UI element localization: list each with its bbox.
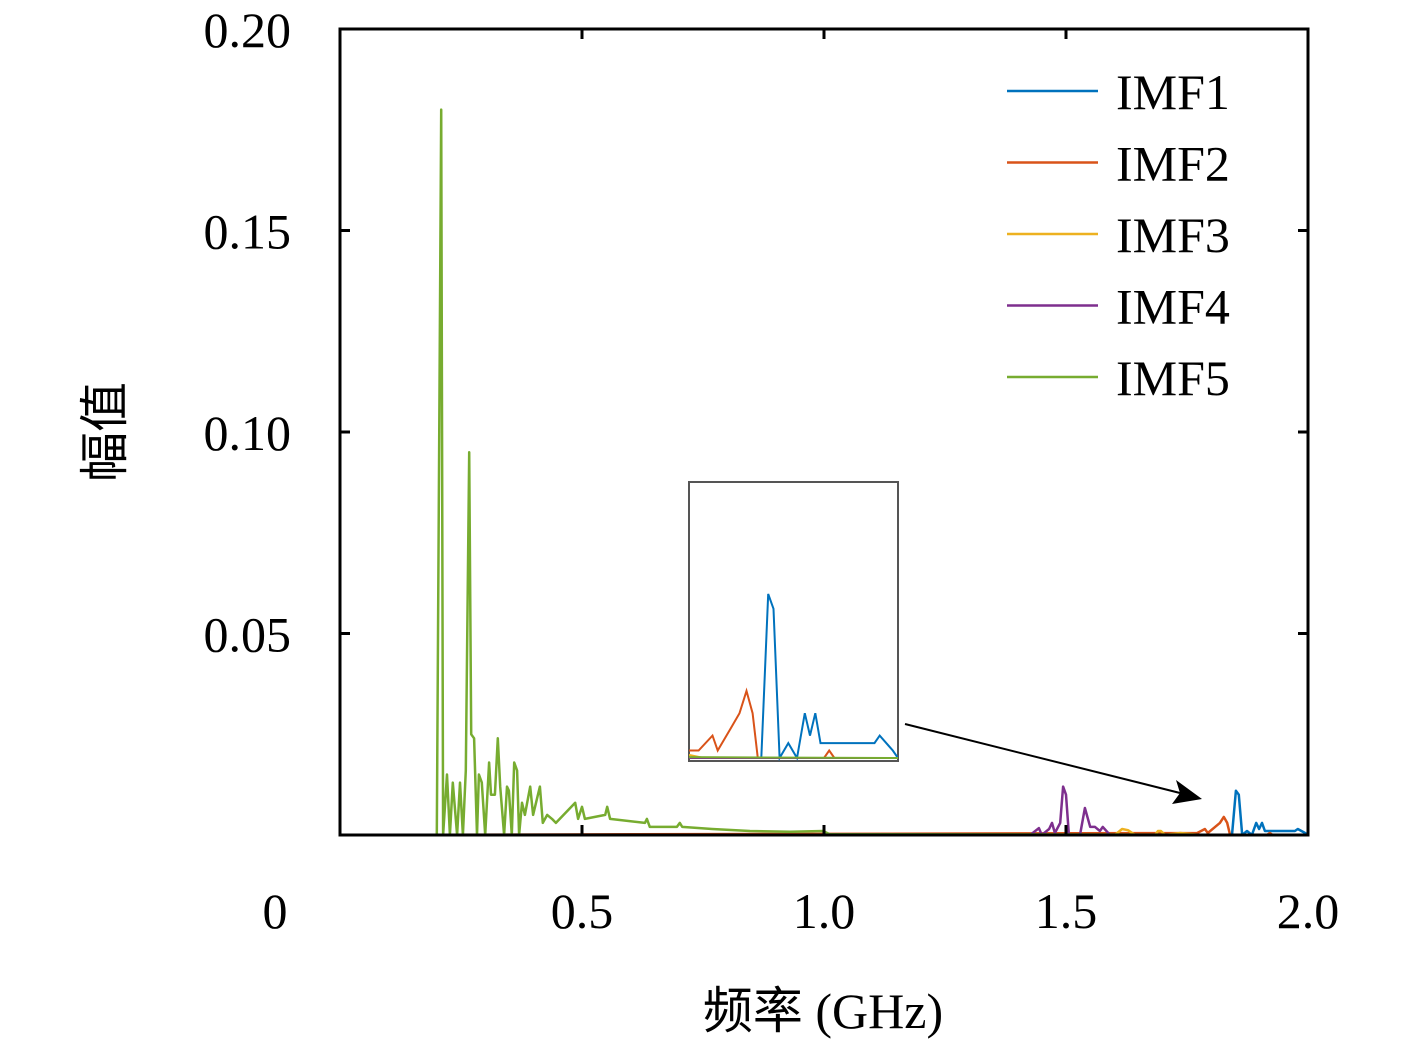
series-line-imf3 [340, 827, 1308, 837]
x-tick-label: 1.0 [793, 883, 856, 939]
y-tick-label: 0.20 [204, 2, 292, 58]
x-axis-title: 频率 (GHz) [703, 983, 943, 1039]
y-tick-label: 0.15 [204, 204, 292, 260]
y-tick-label: 0.10 [204, 405, 292, 461]
legend-label: IMF4 [1116, 279, 1230, 335]
x-tick-label: 1.5 [1035, 883, 1098, 939]
y-tick-label: 0.05 [204, 607, 292, 663]
inset-zoom [688, 481, 899, 762]
inset-frame [688, 481, 899, 762]
x-tick-label: 2.0 [1277, 883, 1340, 939]
series-line-imf1 [340, 789, 1309, 837]
legend-label: IMF2 [1116, 136, 1230, 192]
x-tick-label: 0.5 [551, 883, 614, 939]
legend-label: IMF5 [1116, 350, 1230, 406]
inset-line-imf1 [689, 593, 898, 761]
y-axis-title: 幅值 [77, 382, 133, 482]
series-line-imf2 [339, 815, 1308, 837]
x-tick-label: 0 [263, 883, 288, 939]
legend-label: IMF1 [1116, 64, 1230, 120]
axis-ticks: 0 0.5 1.0 1.5 2.0 0.05 0.10 0.15 0.20 [204, 2, 1340, 939]
inset-arrow [904, 723, 1202, 804]
legend: IMF1 IMF2 IMF3 IMF4 IMF5 [1007, 64, 1230, 406]
legend-label: IMF3 [1116, 207, 1230, 263]
inset-line-imf2 [689, 687, 898, 759]
